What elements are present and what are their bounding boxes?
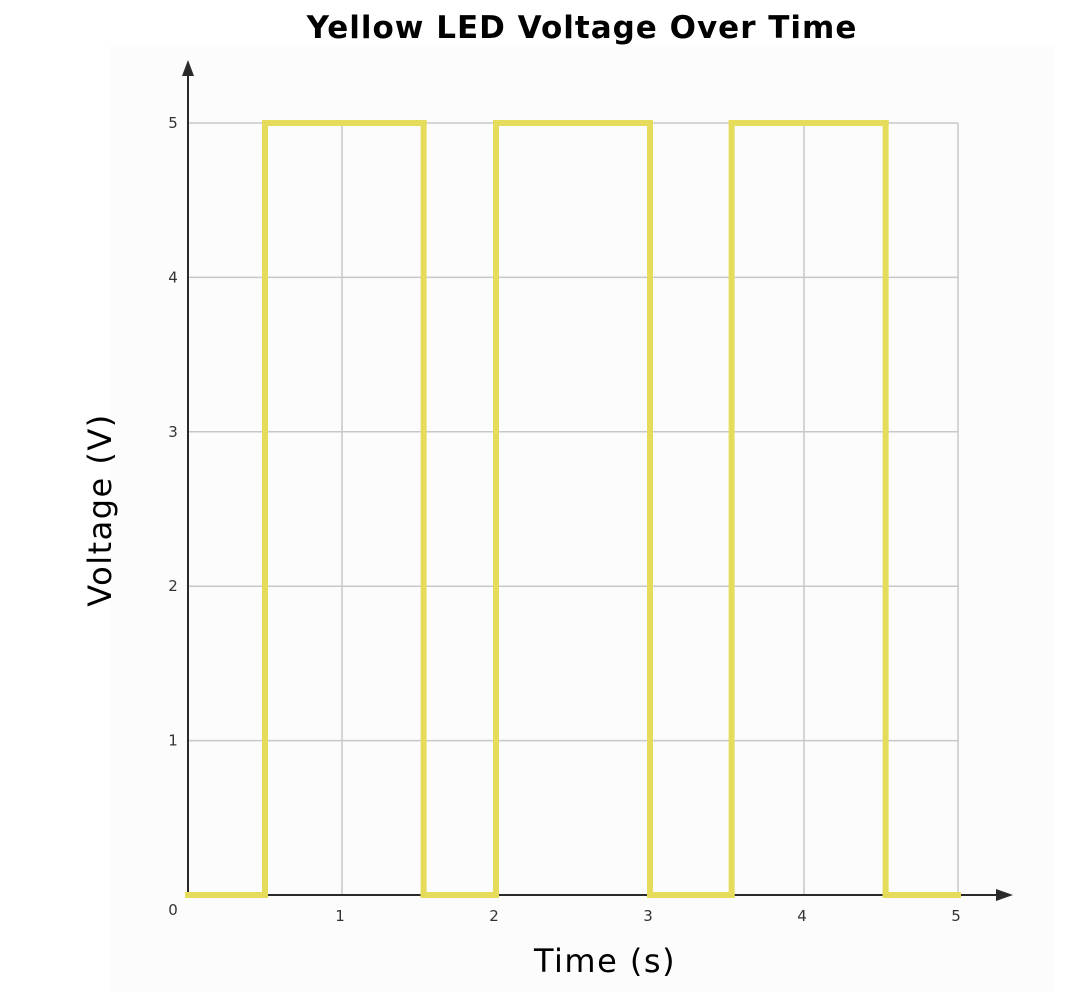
y-axis-arrow-icon xyxy=(182,60,194,76)
y-axis-title: Voltage (V) xyxy=(81,413,119,607)
x-tick-label-2: 2 xyxy=(489,907,499,925)
x-tick-label-1: 1 xyxy=(335,907,345,925)
x-axis-arrow-icon xyxy=(996,889,1013,901)
y-tick-label-0: 0 xyxy=(168,901,178,919)
x-tick-label-4: 4 xyxy=(797,907,807,925)
series-layer xyxy=(185,120,961,898)
y-tick-label-3: 3 xyxy=(168,423,178,441)
series-0 xyxy=(185,120,961,898)
x-tick-label-5: 5 xyxy=(951,907,961,925)
axes xyxy=(182,60,1013,901)
chart-title: Yellow LED Voltage Over Time xyxy=(306,10,858,46)
y-tick-label-2: 2 xyxy=(168,577,178,595)
plot-background xyxy=(110,45,1055,992)
y-tick-label-4: 4 xyxy=(168,268,178,286)
y-tick-label-5: 5 xyxy=(168,114,178,132)
tick-labels: 0 1 2 3 4 5 1 2 3 4 5 xyxy=(168,114,961,925)
x-tick-label-3: 3 xyxy=(643,907,653,925)
y-tick-label-1: 1 xyxy=(168,732,178,750)
x-axis-title: Time (s) xyxy=(533,942,676,980)
